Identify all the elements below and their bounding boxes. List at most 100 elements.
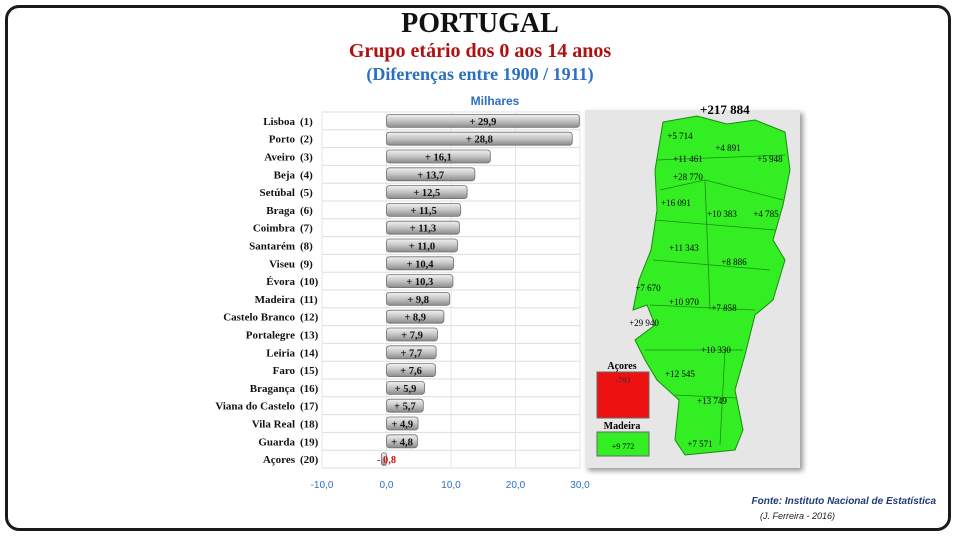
data-label: + 11,5 xyxy=(410,206,436,217)
data-label: + 4,8 xyxy=(391,437,413,448)
bar xyxy=(386,345,437,360)
bar xyxy=(386,309,445,324)
category-label: Lisboa xyxy=(263,116,295,128)
category-label: Portalegre xyxy=(246,330,295,342)
map-district-label: +10 330 xyxy=(701,345,731,355)
bar xyxy=(380,452,387,467)
category-label: Vila Real xyxy=(252,419,295,431)
category-label: Aveiro xyxy=(264,152,295,164)
map-district-label: +13 749 xyxy=(697,396,727,406)
map-district-label: +10 970 xyxy=(669,297,699,307)
map-district-label: +28 770 xyxy=(673,172,703,182)
x-tick-label: -10,0 xyxy=(311,480,334,491)
bar xyxy=(386,220,460,235)
rank-label: (17) xyxy=(300,401,319,413)
data-label: + 11,3 xyxy=(410,224,436,235)
category-label: Leiria xyxy=(266,347,295,359)
bar xyxy=(386,274,454,289)
data-label: + 13,7 xyxy=(417,170,444,181)
madeira-label: Madeira xyxy=(604,421,641,432)
page-title: PORTUGAL xyxy=(401,8,559,39)
category-label: Braga xyxy=(266,205,295,217)
data-label: + 10,3 xyxy=(406,277,433,288)
map-total: +217 884 xyxy=(700,102,750,117)
rank-label: (1) xyxy=(300,116,313,128)
rank-label: (11) xyxy=(300,294,318,306)
data-label: + 4,9 xyxy=(391,420,413,431)
map-district-label: +5 948 xyxy=(757,154,783,164)
rank-label: (4) xyxy=(300,169,313,181)
category-label: Santarém xyxy=(249,241,295,253)
data-label: + 29,9 xyxy=(469,117,496,128)
rank-label: (19) xyxy=(300,436,319,448)
category-label: Açores xyxy=(263,454,296,466)
rank-label: (12) xyxy=(300,312,319,324)
bar xyxy=(386,238,458,253)
rank-label: (2) xyxy=(300,134,313,146)
map-district-label: +7 670 xyxy=(635,283,661,293)
bar xyxy=(386,256,454,271)
rank-label: (10) xyxy=(300,276,319,288)
data-label: + 28,8 xyxy=(466,135,493,146)
category-label: Faro xyxy=(273,365,296,377)
data-label: + 11,0 xyxy=(409,242,435,253)
bar xyxy=(386,398,424,413)
madeira-value: +9 772 xyxy=(612,442,635,451)
category-label: Madeira xyxy=(255,294,296,306)
category-label: Évora xyxy=(266,276,295,288)
azores-value: -793 xyxy=(616,376,631,385)
data-label: + 7,9 xyxy=(401,331,423,342)
x-tick-label: 20,0 xyxy=(506,480,526,491)
azores-inset-box xyxy=(596,371,650,419)
bar xyxy=(386,185,468,200)
map-district-label: +4 785 xyxy=(753,209,779,219)
bar xyxy=(386,363,436,378)
rank-label: (6) xyxy=(300,205,313,217)
map-panel xyxy=(585,110,800,468)
category-label: Setúbal xyxy=(260,187,295,199)
page-subtitle: Grupo etário dos 0 aos 14 anos xyxy=(348,40,612,62)
data-label: + 7,6 xyxy=(400,366,422,377)
rank-label: (20) xyxy=(300,454,319,466)
bar xyxy=(386,380,425,395)
x-tick-label: 10,0 xyxy=(441,480,461,491)
data-label: + 7,7 xyxy=(400,348,422,359)
x-tick-label: 30,0 xyxy=(570,480,590,491)
bar xyxy=(386,167,476,182)
rank-label: (7) xyxy=(300,223,313,235)
bar xyxy=(386,149,491,164)
mainland-shape xyxy=(632,115,791,456)
rank-label: (18) xyxy=(300,419,319,431)
map-district-label: +29 940 xyxy=(629,318,659,328)
map-district-label: +10 383 xyxy=(707,209,737,219)
district-borders xyxy=(645,154,786,446)
map-district-label: +7 571 xyxy=(687,439,712,449)
category-label: Beja xyxy=(274,169,296,181)
bar xyxy=(386,202,462,217)
category-label: Guarda xyxy=(258,436,295,448)
bar xyxy=(386,114,580,128)
data-label: + 8,9 xyxy=(404,313,426,324)
rank-label: (13) xyxy=(300,330,319,342)
source-note: Fonte: Instituto Nacional de Estatística xyxy=(751,496,936,507)
data-label: + 10,4 xyxy=(407,259,435,270)
x-tick-label: 0,0 xyxy=(380,480,394,491)
map-district-label: +8 886 xyxy=(721,257,747,267)
category-label: Castelo Branco xyxy=(223,312,295,324)
map-district-label: +11 461 xyxy=(673,154,703,164)
category-label: Viana do Castelo xyxy=(215,401,295,413)
author-note: (J. Ferreira - 2016) xyxy=(760,511,836,521)
category-label: Bragança xyxy=(250,383,296,395)
bar xyxy=(386,131,573,146)
data-label: + 16,1 xyxy=(425,153,452,164)
rank-label: (15) xyxy=(300,365,319,377)
map-district-label: +16 091 xyxy=(661,198,691,208)
bar xyxy=(386,291,451,306)
map-district-label: +4 891 xyxy=(715,143,740,153)
rank-label: (5) xyxy=(300,187,313,199)
rank-label: (14) xyxy=(300,347,319,359)
data-label: - 0,8 xyxy=(377,455,396,466)
map-district-label: +7 858 xyxy=(711,303,737,313)
map-district-label: +12 545 xyxy=(665,369,695,379)
